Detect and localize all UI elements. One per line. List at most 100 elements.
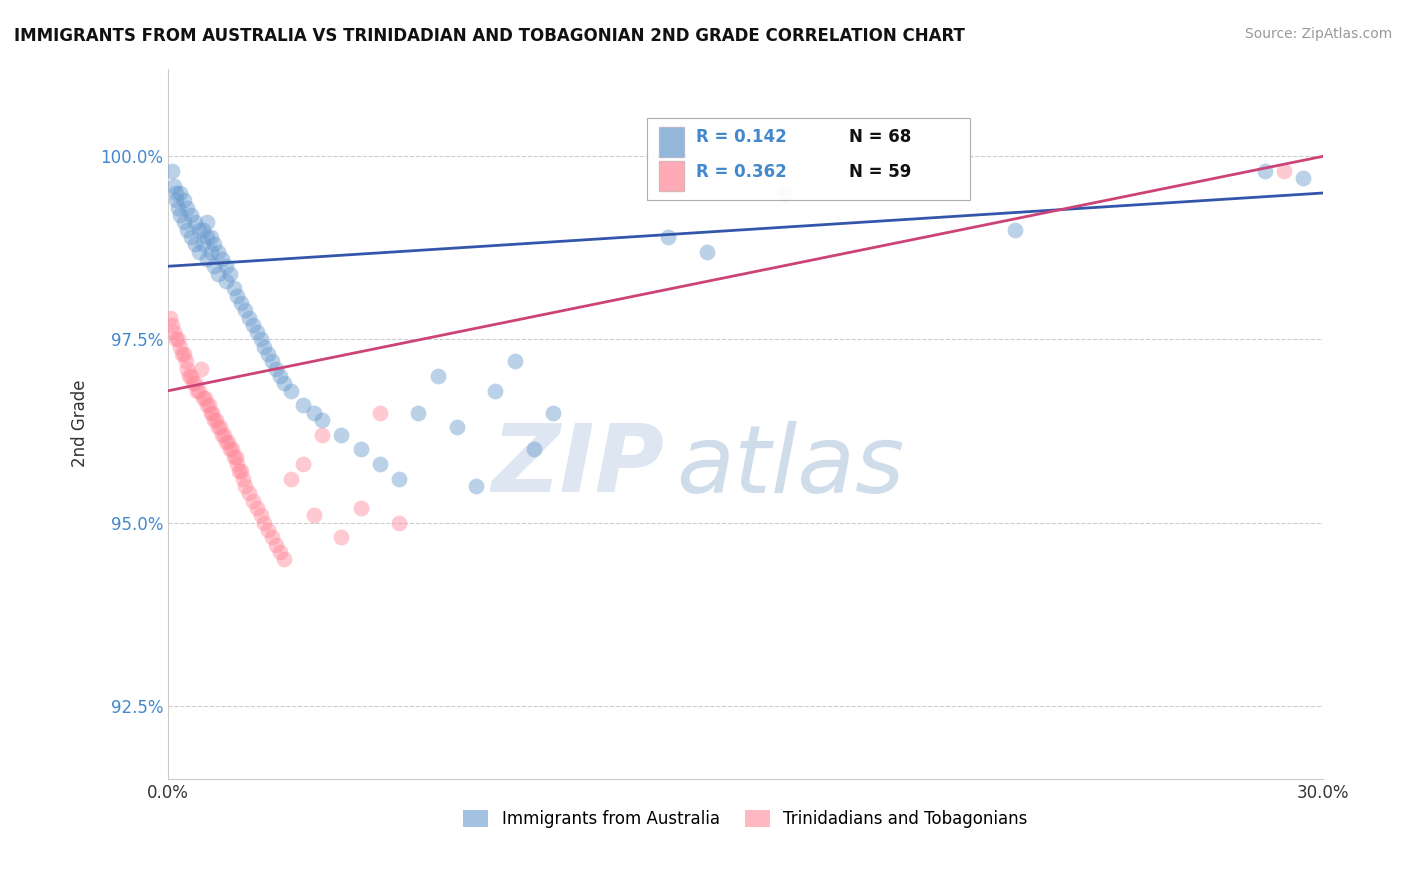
Point [195,230,218,244]
Point [218,267,240,281]
Point [253,340,276,354]
Point [207,244,229,259]
Text: ZIP: ZIP [492,420,665,512]
Point [200,406,222,420]
Text: N = 68: N = 68 [849,128,911,146]
Point [217,435,239,450]
Point [179,369,201,384]
Bar [659,128,685,157]
Point [188,244,211,259]
Text: atlas: atlas [676,421,904,512]
Point [176,201,198,215]
Point [165,333,187,347]
Point [169,186,191,200]
Point [231,296,253,310]
Point [211,252,233,266]
Point [163,325,186,339]
Point [249,508,271,523]
Point [541,406,564,420]
Point [408,406,430,420]
Point [233,479,256,493]
Point [1272,164,1295,178]
Point [238,310,260,325]
Point [200,230,222,244]
Point [246,325,269,339]
Point [696,244,718,259]
Point [184,237,207,252]
Point [291,457,314,471]
Point [233,303,256,318]
Point [238,486,260,500]
Text: N = 59: N = 59 [849,162,911,180]
Point [503,354,526,368]
Point [232,472,254,486]
Point [184,376,207,391]
Point [388,472,411,486]
Point [291,398,314,412]
Point [173,215,195,229]
Point [330,427,353,442]
FancyBboxPatch shape [647,119,970,200]
Point [160,164,183,178]
Point [257,347,280,361]
Point [249,333,271,347]
Text: R = 0.362: R = 0.362 [696,162,786,180]
Point [186,384,208,398]
Point [242,318,264,332]
Point [304,508,326,523]
Point [269,369,291,384]
Point [242,493,264,508]
Point [304,406,326,420]
Point [446,420,468,434]
Point [269,545,291,559]
Point [212,427,235,442]
Point [330,530,353,544]
Point [159,310,181,325]
Point [222,281,245,295]
Point [191,237,214,252]
Point [170,347,193,361]
Point [201,406,224,420]
Point [188,384,211,398]
Point [388,516,411,530]
Point [215,435,238,450]
Point [273,376,295,391]
Text: R = 0.142: R = 0.142 [696,128,786,146]
Point [205,413,228,427]
Bar [659,161,685,191]
Point [191,222,214,236]
Point [165,186,187,200]
Point [173,347,195,361]
Point [1254,164,1277,178]
Point [202,259,225,273]
Point [264,537,287,551]
Point [222,450,245,464]
Point [215,274,238,288]
Point [311,413,333,427]
Text: IMMIGRANTS FROM AUSTRALIA VS TRINIDADIAN AND TOBAGONIAN 2ND GRADE CORRELATION CH: IMMIGRANTS FROM AUSTRALIA VS TRINIDADIAN… [14,27,965,45]
Point [176,361,198,376]
Point [1292,171,1315,186]
Point [197,398,219,412]
Point [195,215,218,229]
Point [184,215,207,229]
Point [188,222,211,236]
Point [226,457,249,471]
Point [257,523,280,537]
Text: Source: ZipAtlas.com: Source: ZipAtlas.com [1244,27,1392,41]
Point [218,442,240,457]
Point [226,288,249,302]
Point [173,194,195,208]
Point [484,384,506,398]
Point [195,398,218,412]
Point [209,420,232,434]
Point [221,442,243,457]
Point [160,318,183,332]
Point [181,376,204,391]
Y-axis label: 2nd Grade: 2nd Grade [72,380,89,467]
Point [202,413,225,427]
Point [426,369,449,384]
Point [349,500,371,515]
Point [225,450,247,464]
Point [165,194,187,208]
